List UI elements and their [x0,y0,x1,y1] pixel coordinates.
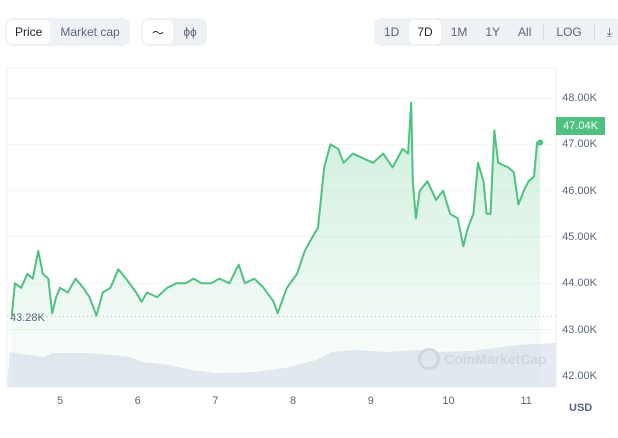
x-tick-label: 8 [290,395,297,407]
chart-type-tabs: 〜 ϕɸ [141,18,207,46]
y-tick-label: 44.00K [562,277,597,290]
range-all[interactable]: All [518,25,532,39]
view-tabs: Price Market cap [5,18,130,46]
x-tick-label: 6 [134,395,141,407]
x-tick-label: 7 [212,395,219,407]
y-tick-label: 45.00K [562,230,597,243]
watermark: CoinMarketCap [418,348,547,370]
x-tick-label: 10 [442,395,455,407]
price-area-fill [11,102,541,387]
current-price-badge: 47.04K [556,117,605,135]
currency-label: USD [569,402,593,414]
x-tick-label: 9 [367,395,374,407]
current-price-dot [537,139,544,146]
tab-market-cap[interactable]: Market cap [60,25,120,39]
candlestick-icon[interactable]: ϕɸ [183,25,197,39]
download-icon[interactable]: ⤓ [606,24,613,39]
range-1d[interactable]: 1D [384,25,400,39]
y-tick-label: 42.00K [562,369,597,382]
y-tick-label: 47.00K [562,138,597,151]
range-1m[interactable]: 1M [450,25,468,39]
divider [593,24,595,40]
tab-price[interactable]: Price [7,20,51,44]
x-tick-label: 5 [56,395,64,407]
price-line [10,101,541,317]
divider [543,24,545,40]
range-1y[interactable]: 1Y [485,25,501,39]
log-toggle[interactable]: LOG [556,25,582,39]
y-tick-label: 43.00K [562,323,597,336]
range-tabs: 1D 7D 1M 1Y All LOG ⤓ [374,18,618,46]
low-price-label: 43.28K [10,312,45,324]
range-7d[interactable]: 7D [409,20,441,44]
y-tick-label: 48.00K [562,92,597,104]
y-tick-label: 46.00K [562,184,597,197]
coinmarketcap-logo-icon [418,348,440,370]
x-tick-label: 11 [520,395,532,407]
line-chart-icon[interactable]: 〜 [143,20,173,44]
watermark-text: CoinMarketCap [444,351,547,367]
